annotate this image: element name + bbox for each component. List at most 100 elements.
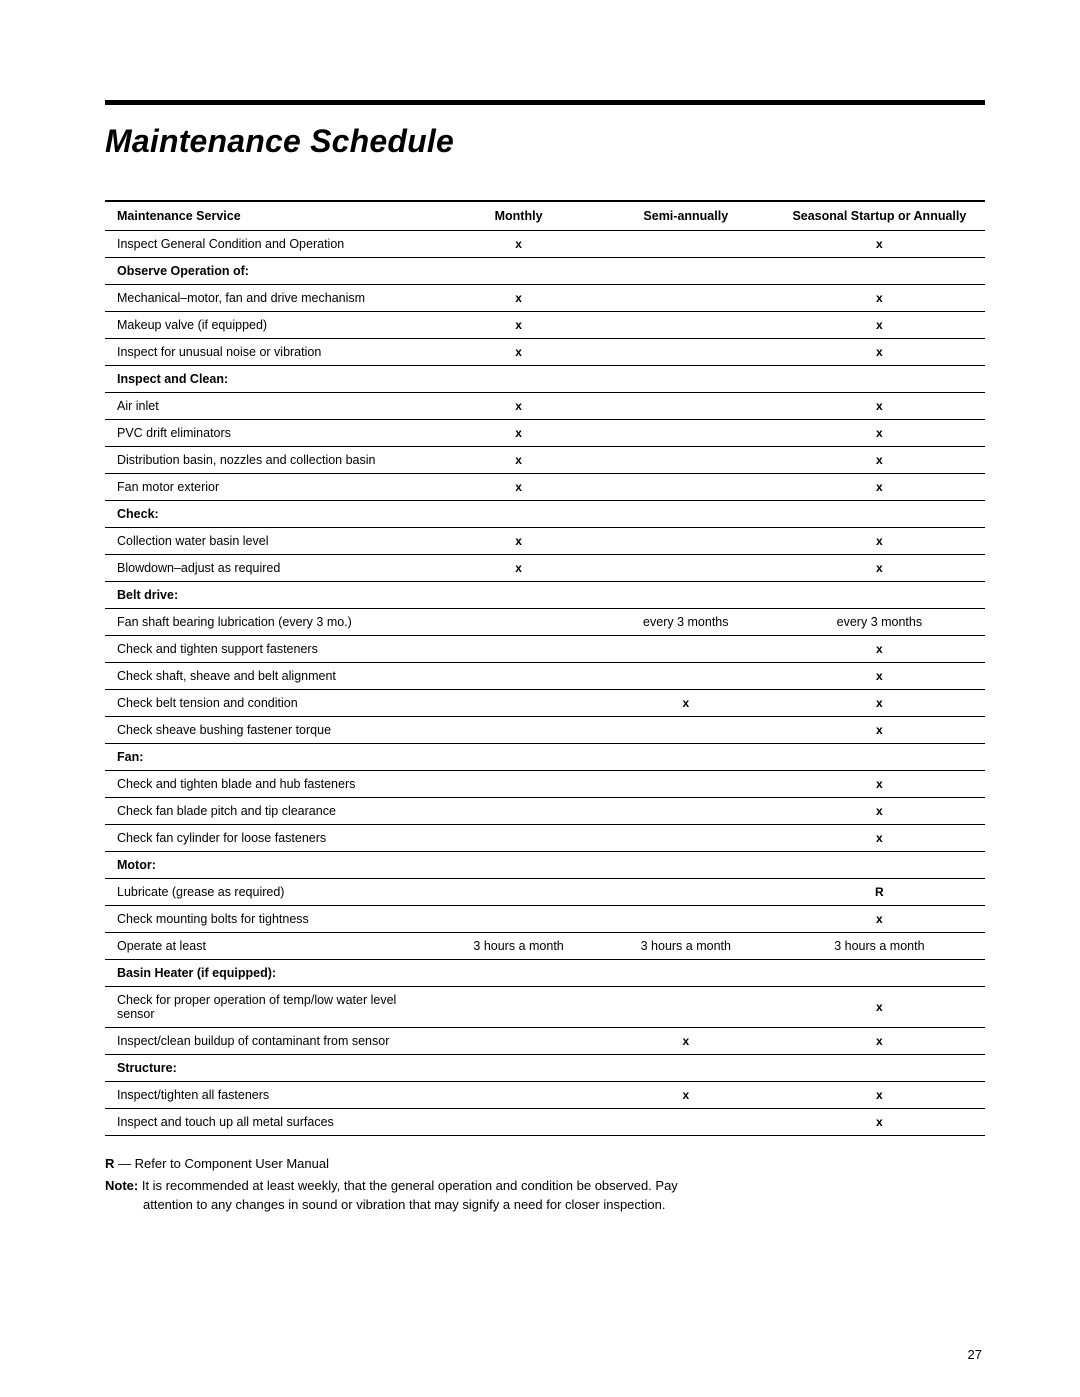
table-cell (598, 447, 774, 474)
table-cell: x (774, 420, 985, 447)
legend-note-continuation: attention to any changes in sound or vib… (143, 1195, 985, 1215)
row-label: Fan motor exterior (105, 474, 439, 501)
row-label: Check and tighten support fasteners (105, 636, 439, 663)
table-cell: x (774, 447, 985, 474)
row-label: Check shaft, sheave and belt alignment (105, 663, 439, 690)
table-cell (598, 555, 774, 582)
table-row: Check for proper operation of temp/low w… (105, 987, 985, 1028)
table-cell (439, 501, 597, 528)
table-cell: x (774, 393, 985, 420)
col-header-annual: Seasonal Startup or Annually (774, 201, 985, 231)
table-cell (598, 798, 774, 825)
table-cell: x (774, 690, 985, 717)
row-label: Inspect General Condition and Operation (105, 231, 439, 258)
row-label: Operate at least (105, 933, 439, 960)
section-label: Belt drive: (105, 582, 439, 609)
table-cell: 3 hours a month (439, 933, 597, 960)
top-rule (105, 100, 985, 105)
row-label: Mechanical–motor, fan and drive mechanis… (105, 285, 439, 312)
table-cell: x (439, 393, 597, 420)
row-label: Makeup valve (if equipped) (105, 312, 439, 339)
col-header-monthly: Monthly (439, 201, 597, 231)
table-cell: x (774, 474, 985, 501)
table-row: Lubricate (grease as required)R (105, 879, 985, 906)
table-cell (598, 1055, 774, 1082)
table-cell: x (774, 771, 985, 798)
table-cell: x (439, 312, 597, 339)
table-row: Operate at least3 hours a month3 hours a… (105, 933, 985, 960)
table-cell: x (774, 825, 985, 852)
table-cell: x (439, 420, 597, 447)
table-cell: x (598, 1028, 774, 1055)
table-section-row: Belt drive: (105, 582, 985, 609)
table-cell (774, 366, 985, 393)
table-cell (439, 987, 597, 1028)
section-label: Inspect and Clean: (105, 366, 439, 393)
table-cell (774, 744, 985, 771)
table-cell (439, 825, 597, 852)
table-cell: 3 hours a month (598, 933, 774, 960)
table-cell (598, 825, 774, 852)
table-cell (598, 420, 774, 447)
table-row: Inspect/clean buildup of contaminant fro… (105, 1028, 985, 1055)
table-row: Check mounting bolts for tightnessx (105, 906, 985, 933)
page-number: 27 (968, 1347, 982, 1362)
table-section-row: Basin Heater (if equipped): (105, 960, 985, 987)
maintenance-schedule-table: Maintenance Service Monthly Semi-annuall… (105, 200, 985, 1136)
row-label: Check fan cylinder for loose fasteners (105, 825, 439, 852)
table-cell (774, 852, 985, 879)
table-cell: x (774, 231, 985, 258)
table-cell (598, 960, 774, 987)
table-row: Makeup valve (if equipped)xx (105, 312, 985, 339)
page: Maintenance Schedule Maintenance Service… (0, 0, 1080, 1397)
table-cell (598, 987, 774, 1028)
row-label: Collection water basin level (105, 528, 439, 555)
table-cell: x (439, 231, 597, 258)
table-cell: x (774, 1082, 985, 1109)
table-cell (439, 1055, 597, 1082)
table-row: Inspect General Condition and Operationx… (105, 231, 985, 258)
table-row: Check shaft, sheave and belt alignmentx (105, 663, 985, 690)
table-cell: x (774, 312, 985, 339)
col-header-semi: Semi-annually (598, 201, 774, 231)
table-cell (598, 582, 774, 609)
table-section-row: Observe Operation of: (105, 258, 985, 285)
page-title: Maintenance Schedule (105, 123, 985, 160)
table-row: Blowdown–adjust as requiredxx (105, 555, 985, 582)
table-row: Check belt tension and conditionxx (105, 690, 985, 717)
table-cell (439, 1028, 597, 1055)
table-cell (598, 285, 774, 312)
table-cell (439, 366, 597, 393)
table-cell: x (774, 339, 985, 366)
table-cell (439, 609, 597, 636)
table-cell (439, 798, 597, 825)
section-label: Observe Operation of: (105, 258, 439, 285)
table-cell (598, 258, 774, 285)
table-cell (598, 717, 774, 744)
row-label: Blowdown–adjust as required (105, 555, 439, 582)
table-cell (774, 501, 985, 528)
row-label: Distribution basin, nozzles and collecti… (105, 447, 439, 474)
table-row: Check and tighten blade and hub fastener… (105, 771, 985, 798)
table-cell: x (774, 717, 985, 744)
table-cell (598, 528, 774, 555)
row-label: Check mounting bolts for tightness (105, 906, 439, 933)
table-cell (774, 960, 985, 987)
legend-r-text: — Refer to Component User Manual (114, 1156, 329, 1171)
table-cell: x (774, 285, 985, 312)
row-label: Inspect/clean buildup of contaminant fro… (105, 1028, 439, 1055)
row-label: Check for proper operation of temp/low w… (105, 987, 439, 1028)
table-section-row: Fan: (105, 744, 985, 771)
row-label: Fan shaft bearing lubrication (every 3 m… (105, 609, 439, 636)
table-cell (439, 852, 597, 879)
table-row: Fan motor exteriorxx (105, 474, 985, 501)
table-row: Inspect for unusual noise or vibrationxx (105, 339, 985, 366)
table-cell (598, 744, 774, 771)
table-row: PVC drift eliminatorsxx (105, 420, 985, 447)
table-cell (439, 663, 597, 690)
table-cell (598, 474, 774, 501)
table-cell: x (598, 690, 774, 717)
table-cell: x (774, 636, 985, 663)
table-row: Inspect and touch up all metal surfacesx (105, 1109, 985, 1136)
table-cell: x (774, 1109, 985, 1136)
